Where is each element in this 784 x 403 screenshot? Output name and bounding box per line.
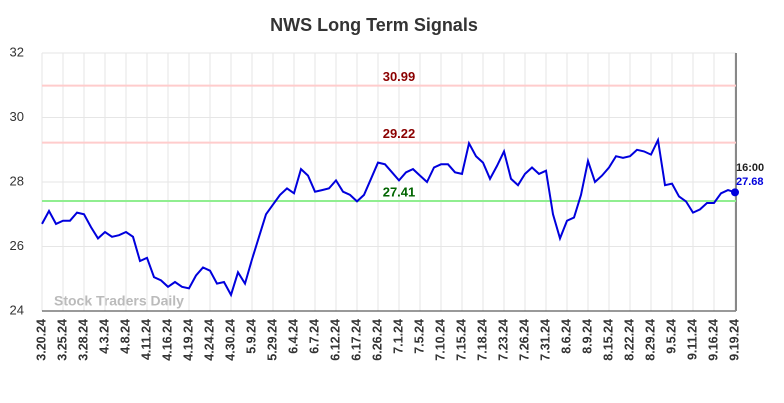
x-tick-label: 4.19.24 — [181, 319, 195, 361]
x-tick-label: 9.11.24 — [685, 319, 699, 360]
x-tick-label: 4.30.24 — [223, 319, 237, 361]
x-tick-label: 7.31.24 — [538, 319, 552, 361]
x-tick-label: 4.16.24 — [160, 319, 174, 361]
signal-label: 30.99 — [383, 69, 416, 84]
y-tick-label: 28 — [10, 173, 24, 188]
x-tick-label: 7.26.24 — [517, 319, 531, 361]
signal-label: 27.41 — [383, 184, 416, 199]
x-tick-label: 4.11.24 — [139, 319, 153, 360]
last-time: 16:00 — [736, 162, 764, 174]
x-tick-label: 7.5.24 — [412, 319, 426, 354]
x-tick-label: 7.1.24 — [391, 319, 405, 354]
x-tick-label: 3.28.24 — [76, 319, 90, 361]
x-tick-label: 6.12.24 — [328, 319, 342, 361]
y-tick-label: 32 — [10, 44, 24, 59]
y-tick-label: 30 — [10, 109, 24, 124]
x-tick-label: 4.24.24 — [202, 319, 216, 361]
x-tick-label: 6.17.24 — [349, 319, 363, 361]
chart-title: NWS Long Term Signals — [270, 15, 478, 35]
x-tick-label: 7.15.24 — [454, 319, 468, 361]
x-tick-label: 6.26.24 — [370, 319, 384, 361]
price-line — [41, 136, 736, 298]
x-tick-label: 5.29.24 — [265, 319, 279, 361]
x-tick-label: 6.7.24 — [307, 319, 321, 354]
x-tick-label: 4.3.24 — [97, 319, 111, 354]
x-tick-label: 8.6.24 — [559, 319, 573, 354]
x-tick-label: 9.5.24 — [664, 319, 678, 354]
x-tick-label: 7.18.24 — [475, 319, 489, 361]
x-tick-label: 7.10.24 — [433, 319, 447, 361]
x-tick-label: 9.16.24 — [706, 319, 720, 361]
y-tick-label: 26 — [10, 238, 24, 253]
last-point — [731, 188, 739, 197]
x-tick-label: 4.8.24 — [118, 319, 132, 354]
last-value: 27.68 — [736, 176, 764, 188]
x-tick-label: 5.9.24 — [244, 319, 258, 354]
x-tick-label: 7.23.24 — [496, 319, 510, 361]
x-tick-label: 8.15.24 — [601, 319, 615, 361]
x-tick-label: 8.29.24 — [643, 319, 657, 361]
y-tick-label: 24 — [10, 302, 24, 317]
x-tick-label: 3.25.24 — [55, 319, 69, 361]
x-tick-label: 9.19.24 — [727, 319, 741, 361]
watermark: Stock Traders Daily — [54, 293, 184, 309]
x-tick-label: 3.20.24 — [34, 319, 48, 361]
x-tick-label: 8.22.24 — [622, 319, 636, 361]
x-tick-label: 8.9.24 — [580, 319, 594, 354]
signal-label: 29.22 — [383, 126, 416, 141]
x-tick-label: 6.4.24 — [286, 319, 300, 354]
